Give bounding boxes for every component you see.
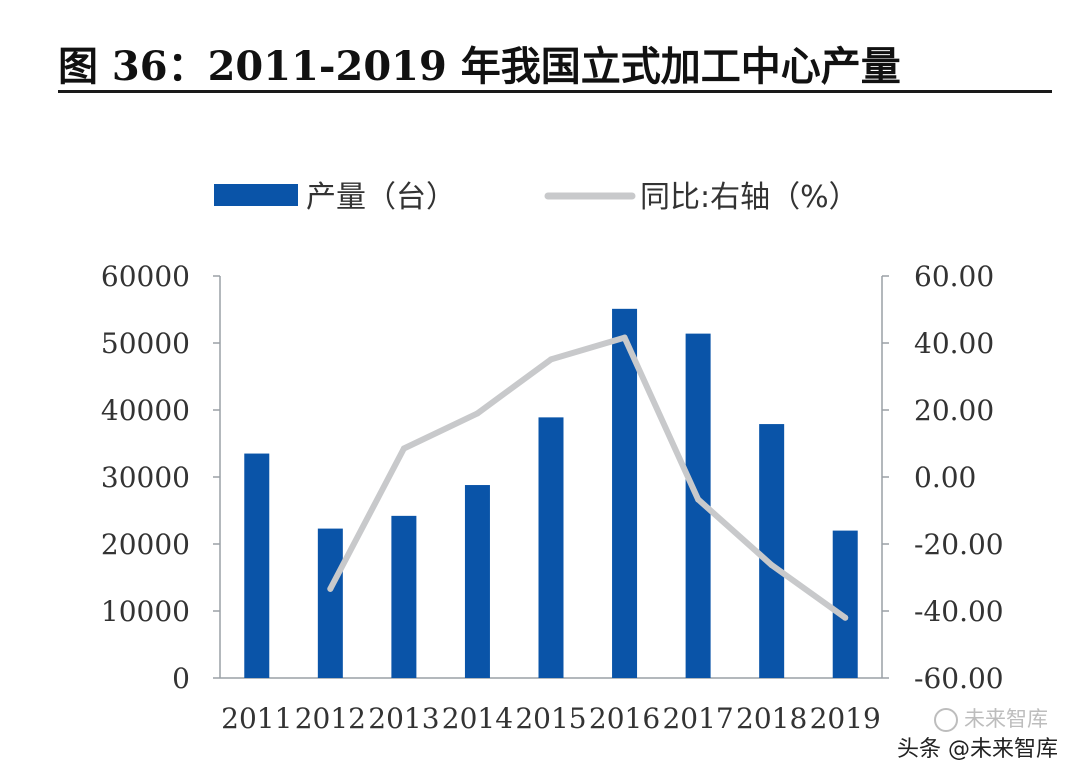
left-axis-tick-label: 50000 [101,327,190,360]
yoy-point-2017 [695,496,702,503]
yoy-point-2013 [400,445,407,452]
x-axis-tick-label: 2019 [810,702,881,735]
x-axis-tick-label: 2018 [736,702,807,735]
legend-bar-label: 产量（台） [306,180,456,215]
left-axis-tick-label: 60000 [101,260,190,293]
left-axis-tick-label: 0 [172,662,190,695]
title-rule [58,90,1052,93]
right-axis-tick-label: 20.00 [914,394,994,427]
yoy-line [327,334,849,621]
left-axis-tick-label: 20000 [101,528,190,561]
x-axis-tick-label: 2014 [442,702,513,735]
left-axis-tick-label: 10000 [101,595,190,628]
yoy-point-2018 [768,562,775,569]
right-axis-tick-label: -20.00 [914,528,1004,561]
yoy-point-2019 [842,614,849,621]
watermark-top: 未来智库 [934,703,1048,733]
x-axis-tick-label: 2017 [662,702,733,735]
x-axis-tick-label: 2015 [515,702,586,735]
legend-line-label: 同比:右轴（%） [640,180,859,215]
yoy-point-2016 [621,334,628,341]
left-axis-tick-label: 40000 [101,394,190,427]
x-axis-tick-label: 2011 [221,702,292,735]
chart-title: 图 36：2011-2019 年我国立式加工中心产量 [58,43,901,90]
watermark-top-text: 未来智库 [964,707,1048,731]
yoy-point-2012 [327,585,334,592]
bar-2018 [759,424,785,678]
right-axis-tick-label: -60.00 [914,662,1004,695]
wechat-icon [934,708,958,732]
yoy-point-2015 [548,356,554,363]
bar-2011 [244,453,270,678]
bar-2014 [464,485,490,678]
right-axis-tick-label: 60.00 [914,260,994,293]
x-axis-tick-label: 2012 [295,702,366,735]
watermark-bottom-text: 头条 @未来智库 [897,737,1058,762]
bar-2015 [538,417,564,678]
bar-2016 [612,308,638,678]
watermark: 未来智库 头条 @未来智库 [897,707,1058,763]
right-axis-tick-label: -40.00 [914,595,1004,628]
right-axis-tick-label: 40.00 [914,327,994,360]
bar-2013 [391,515,417,678]
right-axis-tick-label: 0.00 [914,461,976,494]
yoy-point-2014 [474,410,481,417]
bar-2019 [832,530,858,678]
legend-bar-swatch [214,184,298,206]
x-axis-tick-label: 2013 [368,702,439,735]
bar-2012 [317,528,343,678]
x-axis-tick-label: 2016 [589,702,660,735]
left-axis-tick-label: 30000 [101,461,190,494]
